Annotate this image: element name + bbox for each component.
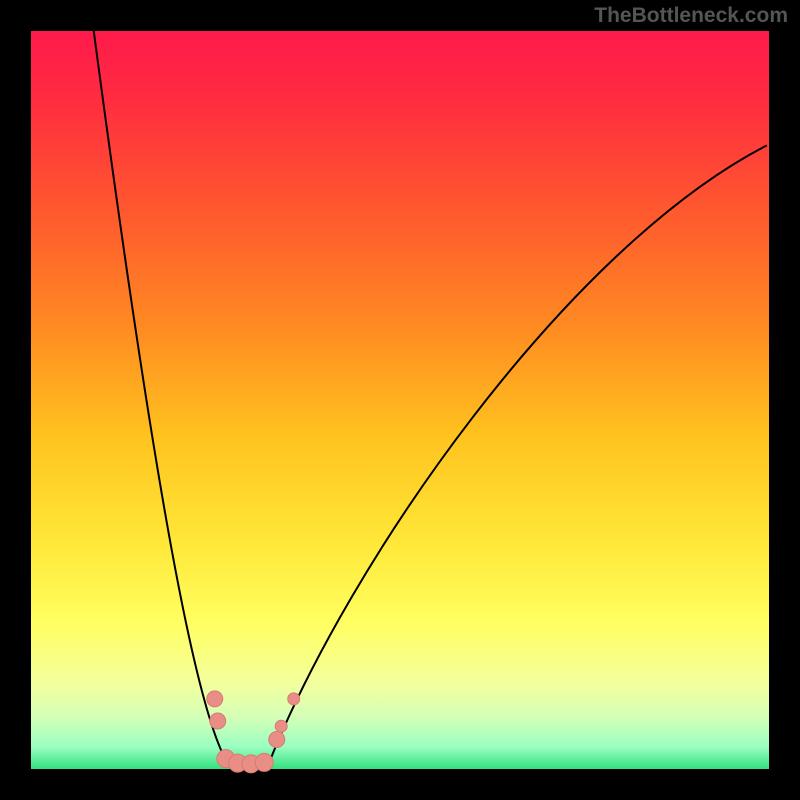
data-marker bbox=[275, 720, 287, 732]
chart-container: { "meta": { "watermark_text": "TheBottle… bbox=[0, 0, 800, 800]
data-marker bbox=[210, 713, 226, 729]
chart-svg bbox=[0, 0, 800, 800]
heatmap-gradient bbox=[31, 31, 769, 769]
data-marker bbox=[255, 753, 273, 771]
data-marker bbox=[269, 731, 285, 747]
watermark-text: TheBottleneck.com bbox=[594, 4, 788, 28]
data-marker bbox=[288, 693, 300, 705]
data-marker bbox=[207, 691, 223, 707]
